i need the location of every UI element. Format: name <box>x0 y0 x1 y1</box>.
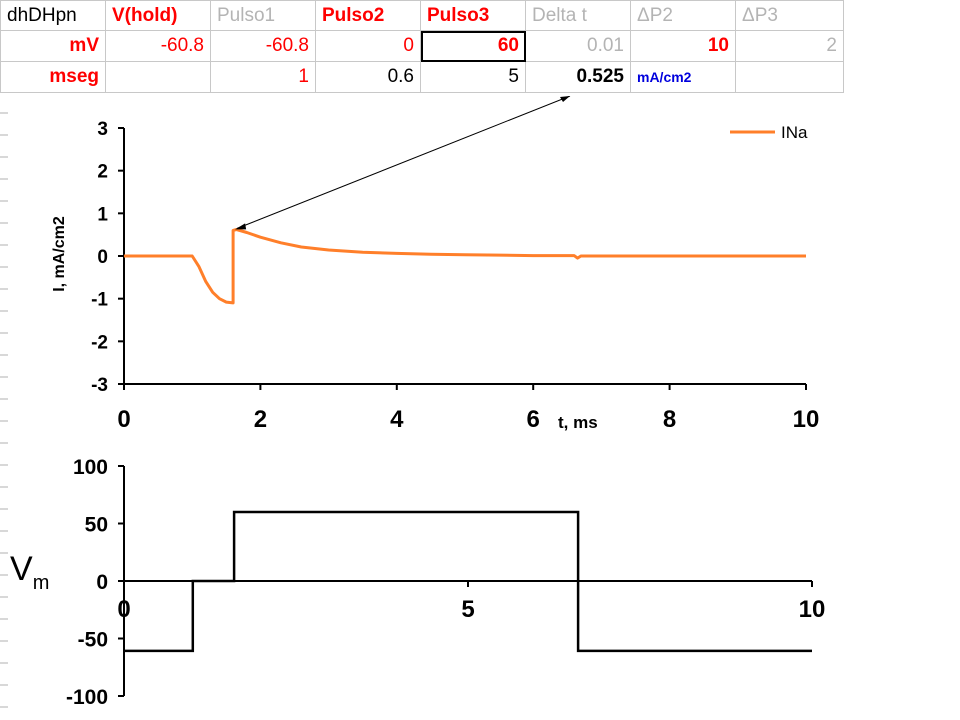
sheet-cell[interactable]: 0 <box>315 30 421 62</box>
ina-x-tick-label: 0 <box>117 406 130 433</box>
vm-y-tick-label: -50 <box>78 629 108 652</box>
vm-y-tick-label: -100 <box>66 686 108 709</box>
sheet-cell[interactable] <box>105 61 211 93</box>
ina-legend-label: INa <box>781 123 808 142</box>
ina-x-tick-label: 6 <box>527 406 540 433</box>
ina-y-tick-label: -2 <box>91 332 108 353</box>
ina-x-tick-label: 8 <box>663 406 676 433</box>
sheet-cell[interactable]: 0.6 <box>315 61 421 93</box>
sheet-cell[interactable]: V(hold) <box>105 0 211 31</box>
sheet-cell[interactable]: Pulso1 <box>210 0 316 31</box>
sheet-cell[interactable]: 0.525 <box>525 61 631 93</box>
ina-x-axis-label: t, ms <box>558 413 598 432</box>
sheet-cell[interactable]: 0.01 <box>525 30 631 62</box>
spreadsheet-table: dhDHpn V(hold) Pulso1 Pulso2 Pulso3 Delta t ΔP… <box>0 0 844 93</box>
annotation-arrowhead-top <box>560 96 570 102</box>
ina-y-tick-label: -3 <box>91 375 108 396</box>
ina-y-axis-label: I, mA/cm2 <box>51 216 68 292</box>
vm-x-tick-label: 0 <box>117 596 130 623</box>
vm-chart: Vm 100 50 0 -50 -100 0 5 10 <box>10 456 825 709</box>
sheet-cell[interactable]: -60.8 <box>105 30 211 62</box>
annotation-arrow-line <box>236 96 571 229</box>
sheet-row: dhDHpn V(hold) Pulso1 Pulso2 Pulso3 Delta t ΔP… <box>0 0 844 31</box>
sheet-cell[interactable]: mV <box>0 30 106 62</box>
spreadsheet: dhDHpn V(hold) Pulso1 Pulso2 Pulso3 Delta t ΔP… <box>0 0 844 96</box>
ina-y-tick-label: 1 <box>97 204 108 225</box>
sheet-cell[interactable]: -60.8 <box>210 30 316 62</box>
sheet-cell[interactable]: 60 <box>420 30 526 62</box>
sheet-cell[interactable]: 5 <box>420 61 526 93</box>
vm-series-line <box>124 510 812 653</box>
sheet-cell[interactable]: ΔP3 <box>735 0 844 31</box>
ina-x-tick-label: 4 <box>390 406 404 433</box>
row-gutter <box>0 112 8 708</box>
ina-y-tick-label: 2 <box>97 162 108 183</box>
vm-y-tick-label: 100 <box>73 456 108 479</box>
sheet-cell[interactable]: 2 <box>735 30 844 62</box>
vm-y-tick-label: 0 <box>96 571 108 594</box>
sheet-cell[interactable]: 10 <box>630 30 736 62</box>
sheet-row: mV -60.8 -60.8 0 60 0.01 10 2 <box>0 30 844 62</box>
vm-x-tick-label: 10 <box>799 596 826 623</box>
sheet-cell[interactable]: 1 <box>210 61 316 93</box>
sheet-cell[interactable]: Pulso3 <box>420 0 526 31</box>
sheet-cell[interactable]: mA/cm2 <box>630 61 736 93</box>
annotation-arrowhead-bottom <box>235 223 247 230</box>
sheet-cell[interactable]: dhDHpn <box>0 0 106 31</box>
ina-y-tick-label: -1 <box>91 290 108 311</box>
sheet-cell[interactable]: Delta t <box>525 0 631 31</box>
ina-series-line <box>124 228 806 305</box>
ina-x-tick-label: 10 <box>793 406 820 433</box>
vm-x-tick-label: 5 <box>461 596 474 623</box>
sheet-cell[interactable] <box>735 61 844 93</box>
sheet-cell[interactable]: ΔP2 <box>630 0 736 31</box>
ina-y-tick-label: 0 <box>97 247 108 268</box>
vm-y-tick-label: 50 <box>85 514 108 537</box>
sheet-cell[interactable]: mseg <box>0 61 106 93</box>
ina-y-tick-label: 3 <box>97 119 108 140</box>
vm-y-axis-label: Vm <box>10 550 49 594</box>
ina-x-tick-label: 2 <box>254 406 267 433</box>
sheet-row: mseg 1 0.6 5 0.525 mA/cm2 <box>0 61 844 93</box>
ina-legend: INa <box>730 123 808 142</box>
sheet-cell[interactable]: Pulso2 <box>315 0 421 31</box>
